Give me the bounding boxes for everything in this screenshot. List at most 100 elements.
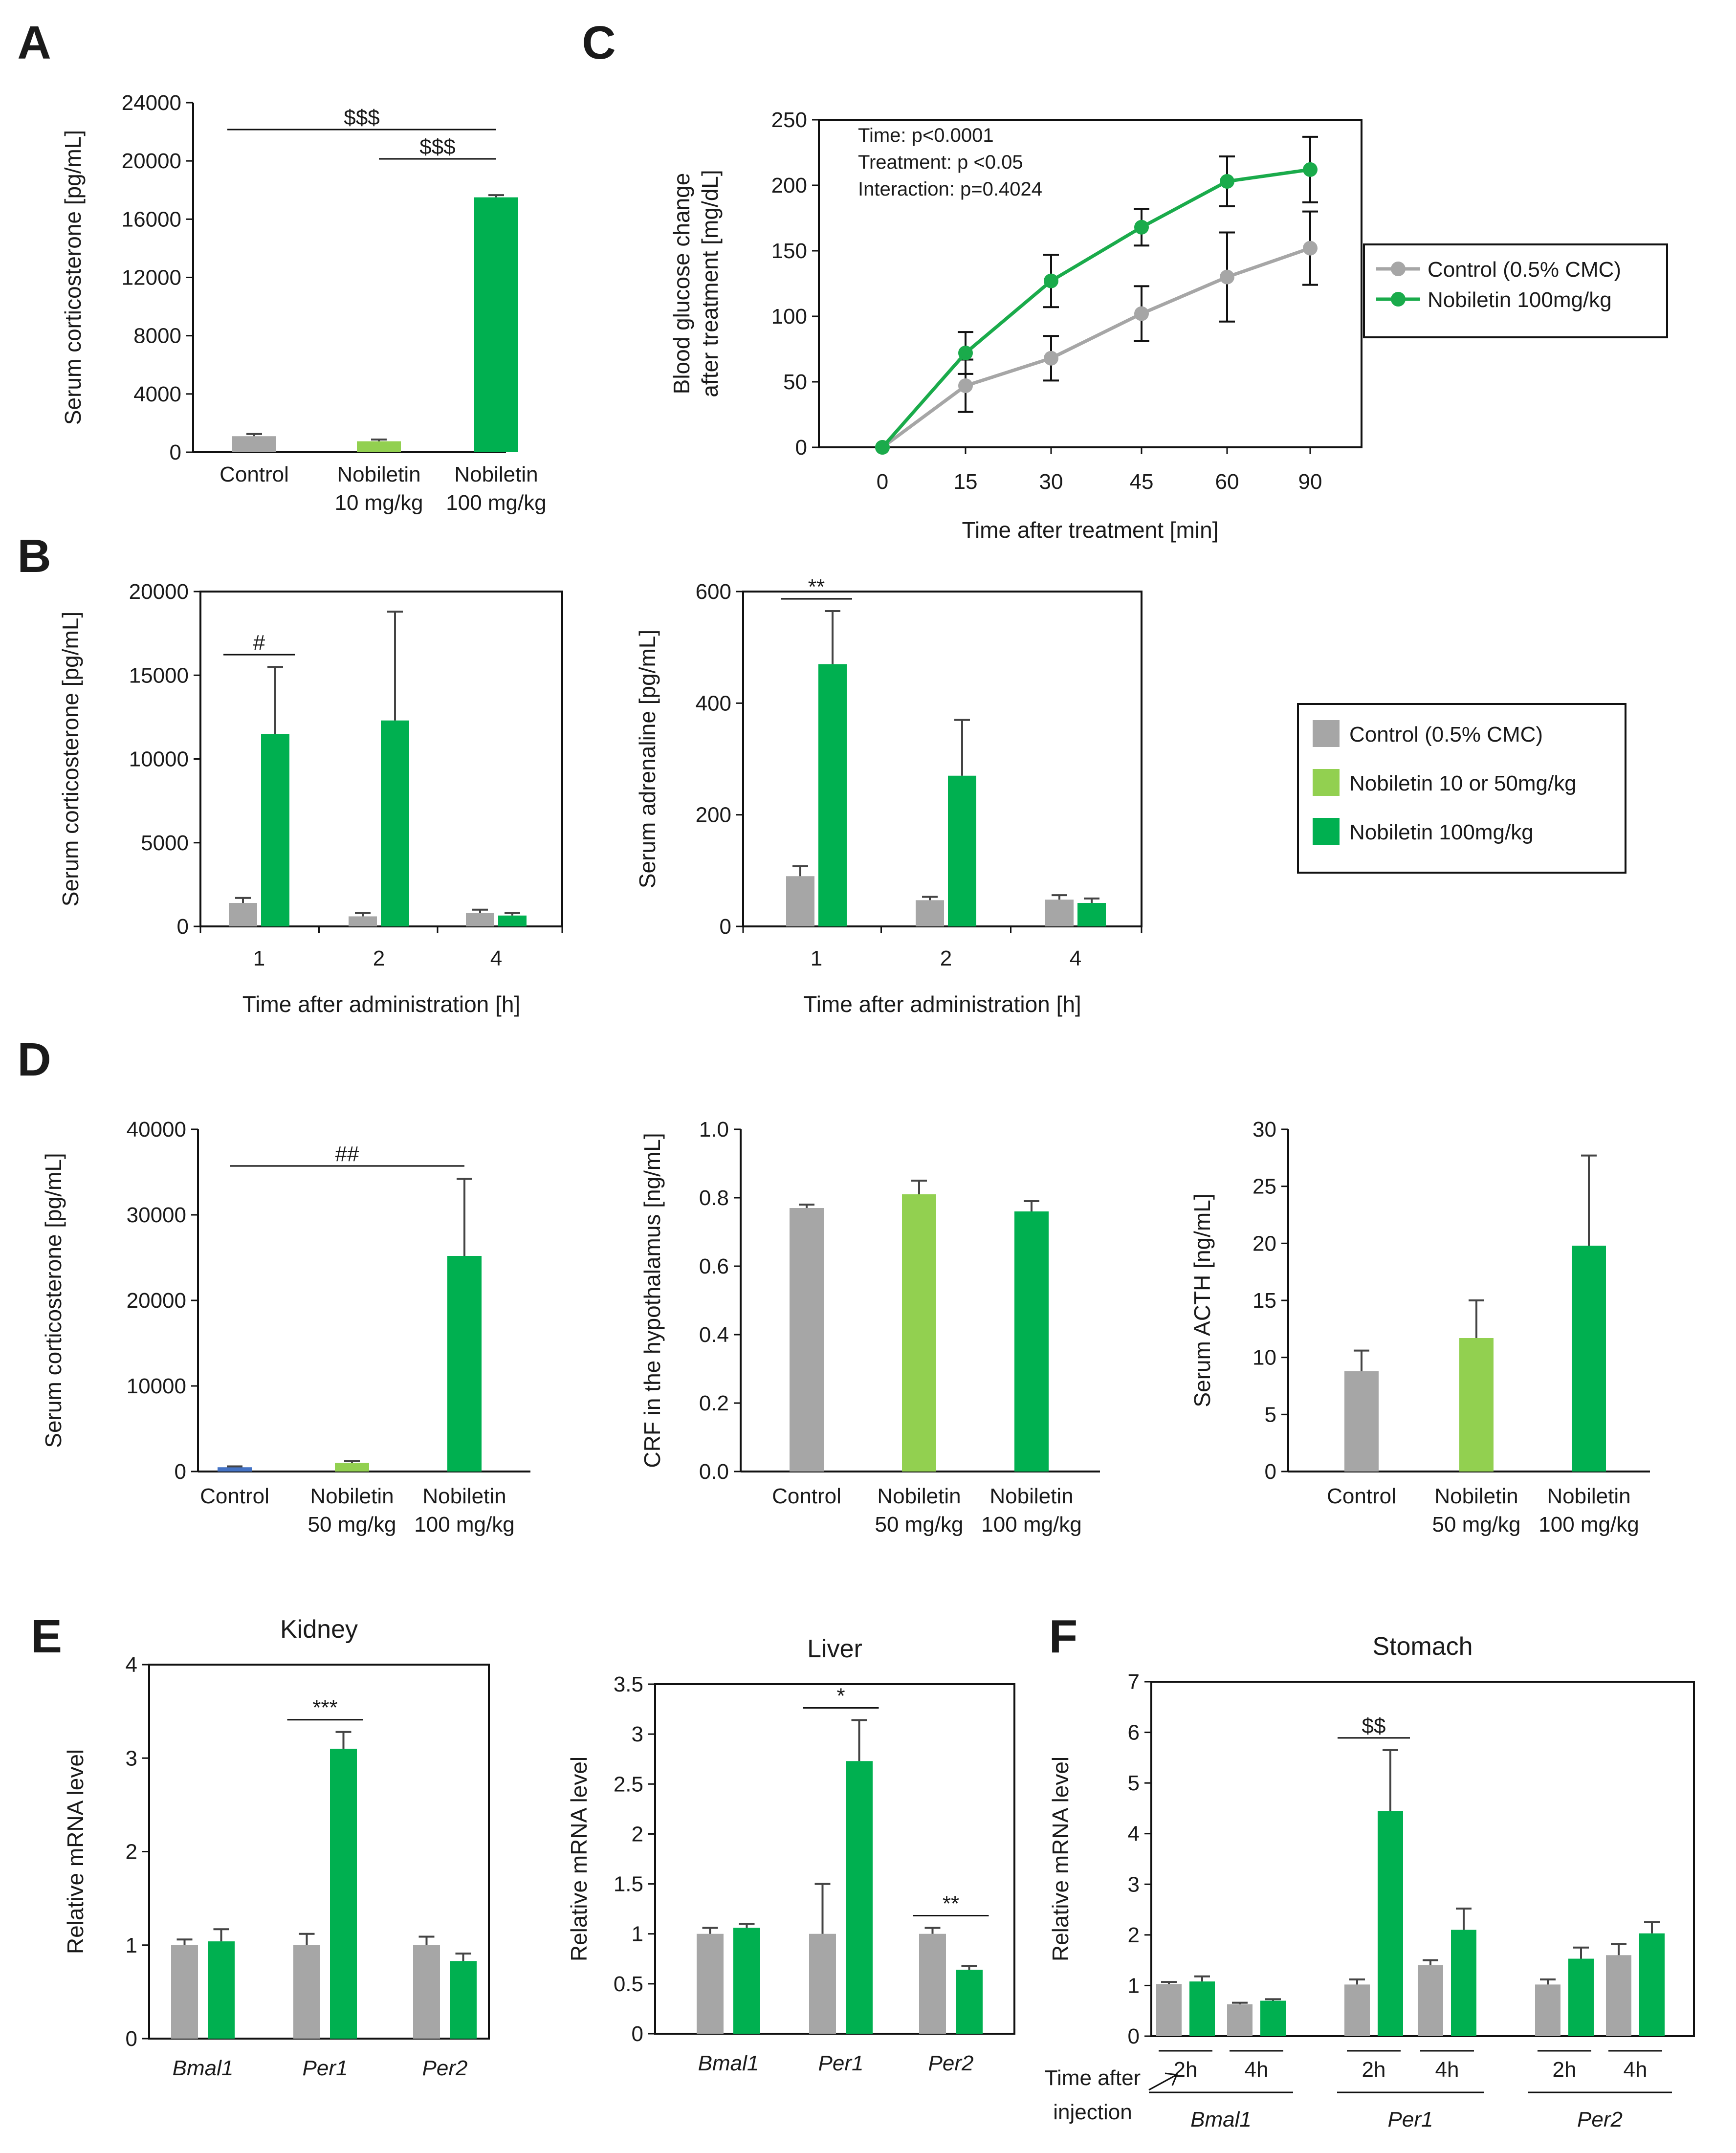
y-tick-label: 1	[1128, 1974, 1140, 1998]
y-tick-label: 20000	[127, 1289, 186, 1313]
y-tick-label: 20000	[129, 580, 189, 604]
data-point	[1044, 273, 1058, 288]
significance-label: ##	[335, 1142, 359, 1166]
y-tick-label: 8000	[133, 324, 181, 348]
bar	[790, 1208, 824, 1472]
x-tick-label: Nobiletin	[337, 462, 420, 486]
panel-label: A	[17, 17, 51, 69]
bar	[229, 903, 257, 926]
x-tick-label: 100 mg/kg	[981, 1513, 1081, 1537]
y-axis-label: Relative mRNA level	[566, 1757, 592, 1961]
x-tick-label: 100 mg/kg	[414, 1513, 514, 1537]
bar	[1378, 1811, 1403, 2036]
legend-label: Nobiletin 100mg/kg	[1428, 288, 1612, 312]
bar	[381, 720, 409, 926]
x-tick-label: Nobiletin	[989, 1484, 1073, 1508]
x-tick-label: Nobiletin	[422, 1484, 506, 1508]
bar	[1568, 1958, 1594, 2036]
data-point	[1134, 306, 1149, 321]
y-tick-label: 0	[175, 1460, 186, 1484]
y-tick-label: 2	[126, 1840, 137, 1864]
y-tick-label: 7	[1128, 1670, 1140, 1694]
x-tick-label: Per1	[303, 2056, 348, 2080]
bar	[232, 436, 276, 452]
chart-title: Liver	[807, 1635, 862, 1663]
y-axis-label: Relative mRNA level	[63, 1749, 88, 1954]
chart-title: Stomach	[1372, 1632, 1472, 1661]
x-tick-label: Per2	[422, 2056, 468, 2080]
arrow-icon	[1148, 2074, 1176, 2091]
significance-label: **	[808, 575, 825, 599]
x-tick-label: 2	[373, 946, 385, 970]
arrow-head-icon	[1165, 2072, 1178, 2086]
y-tick-label: 2	[1128, 1923, 1140, 1947]
bar	[293, 1945, 320, 2039]
data-point	[958, 378, 973, 394]
legend-label: Control (0.5% CMC)	[1349, 723, 1543, 747]
y-axis-label: Serum corticosterone [pg/mL]	[60, 130, 86, 425]
y-tick-label: 6	[1128, 1721, 1140, 1745]
significance-label: #	[253, 631, 265, 655]
x-tick-label: Nobiletin	[454, 462, 538, 486]
y-axis-label: Serum corticosterone [pg/mL]	[41, 1153, 66, 1448]
y-tick-label: 0	[720, 915, 731, 939]
y-axis-label: Relative mRNA level	[566, 1757, 592, 1961]
series-line	[881, 246, 1311, 449]
significance-label: **	[943, 1891, 959, 1915]
bar	[1418, 1965, 1443, 2036]
data-point	[875, 440, 890, 455]
legend-marker	[1391, 262, 1406, 276]
bar	[1344, 1984, 1370, 2036]
bar	[335, 1463, 369, 1472]
x-tick-label: Bmal1	[173, 2056, 234, 2080]
bar	[809, 1933, 836, 2034]
y-tick-label: 200	[771, 174, 807, 198]
significance-label: $$	[1362, 1714, 1386, 1738]
legend-swatch	[1313, 769, 1340, 796]
y-axis-label: Relative mRNA level	[1048, 1757, 1073, 1961]
y-axis-label: Relative mRNA level	[63, 1749, 88, 1954]
y-axis-label: Serum ACTH [ng/mL]	[1189, 1193, 1215, 1407]
y-axis-label: Blood glucose change after treatment [mg/…	[669, 170, 723, 397]
x-tick-label: 10 mg/kg	[335, 491, 423, 515]
data-point	[958, 346, 973, 361]
stats-annotation: Time: p<0.0001	[858, 125, 994, 146]
bar	[919, 1933, 946, 2034]
gene-label: Per2	[1577, 2108, 1623, 2131]
y-tick-label: 20	[1253, 1231, 1276, 1255]
timepoint-label: 2h	[1362, 2058, 1386, 2082]
x-tick-label: Nobiletin	[1434, 1484, 1518, 1508]
y-tick-label: 4	[1128, 1822, 1140, 1846]
y-tick-label: 0.8	[699, 1186, 729, 1210]
y-tick-label: 40000	[127, 1118, 186, 1142]
significance-label: ***	[312, 1696, 337, 1720]
x-axis-label: Time after administration [h]	[242, 991, 520, 1017]
x-axis-label: Time after administration [h]	[803, 991, 1081, 1017]
panel-label: B	[17, 530, 51, 582]
legend-label: Nobiletin 10 or 50mg/kg	[1349, 771, 1577, 795]
y-tick-label: 10000	[129, 747, 189, 771]
time-after-label: injection	[1053, 2100, 1132, 2124]
y-tick-label: 100	[771, 305, 807, 329]
time-after-label: Time after	[1045, 2066, 1141, 2090]
bar	[1572, 1246, 1606, 1472]
y-tick-label: 3.5	[614, 1672, 643, 1696]
y-tick-label: 250	[771, 108, 807, 132]
legend-box	[1363, 243, 1668, 338]
y-axis-label: Serum ACTH [ng/mL]	[1189, 1193, 1215, 1407]
significance-label: $$$	[419, 135, 455, 159]
x-tick-label: 30	[1039, 470, 1063, 494]
y-tick-label: 0.0	[699, 1460, 729, 1484]
y-axis-label: Blood glucose change	[669, 173, 694, 395]
bar	[1189, 1981, 1215, 2036]
bar	[208, 1941, 235, 2039]
bar	[447, 1256, 482, 1472]
y-tick-label: 1.5	[614, 1872, 643, 1896]
data-point	[1220, 269, 1234, 285]
y-tick-label: 5000	[141, 831, 189, 855]
y-tick-label: 2	[632, 1822, 643, 1846]
data-point	[1044, 351, 1058, 366]
x-axis-label: Time after treatment [min]	[962, 517, 1219, 543]
x-tick-label: Control	[772, 1484, 841, 1508]
y-axis-label: Serum corticosterone [pg/mL]	[60, 130, 86, 425]
